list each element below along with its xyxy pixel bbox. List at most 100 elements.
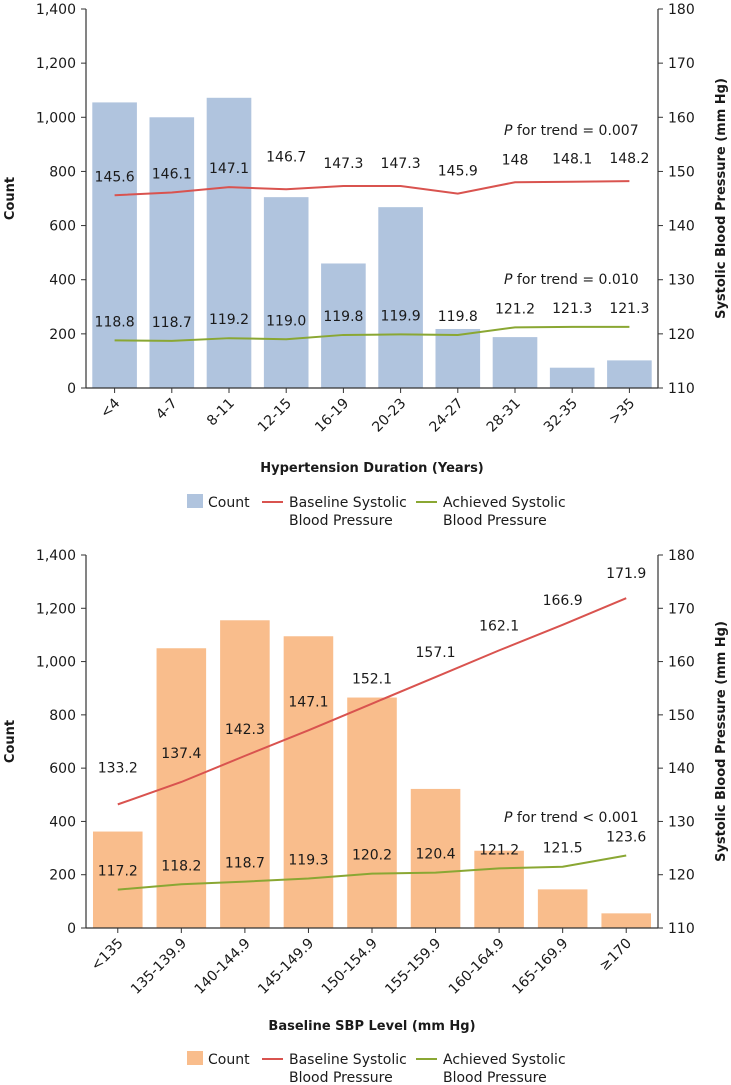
p-trend-text: for trend = 0.010 xyxy=(512,272,638,288)
count-bar xyxy=(378,207,423,388)
count-bar xyxy=(607,360,652,388)
legend-baseline-label: Baseline Systolic xyxy=(289,495,407,511)
baseline-data-label: 157.1 xyxy=(416,645,456,661)
baseline-data-label: 133.2 xyxy=(98,760,138,776)
achieved-data-label: 121.2 xyxy=(495,301,535,317)
baseline-data-label: 148.1 xyxy=(552,152,592,168)
baseline-data-label: 145.6 xyxy=(95,169,135,185)
baseline-data-label: 152.1 xyxy=(352,672,392,688)
y-tick-label-left: 800 xyxy=(49,164,76,180)
p-italic: P xyxy=(504,272,513,288)
x-tick-label: 12-15 xyxy=(255,396,295,436)
achieved-data-label: 118.8 xyxy=(95,314,135,330)
p-italic: P xyxy=(504,810,513,826)
legend-count-swatch xyxy=(187,1051,203,1065)
count-bar xyxy=(92,831,143,928)
p-italic: P xyxy=(504,123,513,139)
x-tick-label: 155-159.9 xyxy=(382,936,444,998)
baseline-data-label: 148.2 xyxy=(609,151,649,167)
x-tick-label: 8-11 xyxy=(204,396,238,430)
count-bar xyxy=(537,889,588,928)
y-tick-label-left: 200 xyxy=(49,327,76,343)
achieved-data-label: 121.5 xyxy=(543,841,583,857)
chart-hypertension-duration: 0 200 400 600 800 1,000 1,200 1,400 110 120 130 140… xyxy=(0,0,731,540)
y-tick-label-right: 180 xyxy=(668,548,695,564)
legend-achieved-label: Blood Pressure xyxy=(443,513,547,529)
y-tick-label-left: 400 xyxy=(49,814,76,830)
count-bar xyxy=(347,697,397,928)
y-axis-title-left: Count xyxy=(3,177,18,220)
legend-achieved-label: Achieved Systolic xyxy=(443,495,566,511)
legend: Count Baseline Systolic Blood Pressure Achi… xyxy=(187,494,566,529)
baseline-data-label: 147.3 xyxy=(381,156,421,172)
y-tick-label-right: 120 xyxy=(668,327,695,343)
achieved-data-label: 119.8 xyxy=(438,309,478,325)
y-tick-label-left: 1,000 xyxy=(36,110,76,126)
chart-2-svg: 0 200 400 600 800 1,000 1,200 1,400 110 120 130 140… xyxy=(3,548,729,1085)
baseline-series-line xyxy=(114,180,630,197)
achieved-data-label: 119.3 xyxy=(288,852,328,868)
y-tick-label-left: 800 xyxy=(49,708,76,724)
achieved-data-label: 121.2 xyxy=(479,842,519,858)
baseline-data-label: 146.7 xyxy=(266,149,306,165)
achieved-data-label: 123.6 xyxy=(606,830,646,846)
baseline-data-label: 162.1 xyxy=(479,618,519,634)
y-tick-label-right: 110 xyxy=(668,381,695,397)
count-bar xyxy=(474,850,524,928)
legend-count-label: Count xyxy=(208,1052,250,1068)
achieved-data-label: 118.7 xyxy=(152,315,192,331)
achieved-data-label: 119.9 xyxy=(381,308,421,324)
y-tick-label-right: 170 xyxy=(668,56,695,72)
achieved-data-label: 120.4 xyxy=(416,847,456,863)
baseline-data-label: 171.9 xyxy=(606,566,646,582)
p-trend-text: for trend = 0.007 xyxy=(512,123,638,139)
baseline-data-label: 137.4 xyxy=(161,746,201,762)
baseline-data-label: 147.1 xyxy=(209,161,249,177)
achieved-data-label: 121.3 xyxy=(609,301,649,317)
x-tick-label: >35 xyxy=(606,396,638,428)
count-bar xyxy=(263,197,309,388)
x-tick-label: 135-139.9 xyxy=(128,936,190,998)
y-tick-label-left: 0 xyxy=(67,381,76,397)
x-tick-label: 24-27 xyxy=(427,396,467,436)
x-tick-label: ≥170 xyxy=(597,936,636,975)
legend-baseline-label: Blood Pressure xyxy=(289,513,393,529)
chart-baseline-sbp-level: 0 200 400 600 800 1,000 1,200 1,400 110 120 130 140… xyxy=(0,540,731,1085)
achieved-data-label: 119.2 xyxy=(209,312,249,328)
y-tick-label-left: 200 xyxy=(49,868,76,884)
y-tick-label-right: 160 xyxy=(668,655,695,671)
count-bar xyxy=(601,913,652,928)
x-tick-label: 16-19 xyxy=(312,396,352,436)
y-tick-label-right: 150 xyxy=(668,708,695,724)
legend-achieved-label: Achieved Systolic xyxy=(443,1052,566,1068)
chart-1-svg: 0 200 400 600 800 1,000 1,200 1,400 110 120 130 140… xyxy=(3,2,729,529)
y-tick-label-left: 1,200 xyxy=(36,601,76,617)
achieved-data-label: 119.8 xyxy=(323,309,363,325)
count-bar xyxy=(321,263,366,388)
baseline-data-label: 147.1 xyxy=(288,694,328,710)
x-tick-label: 4-7 xyxy=(153,396,180,423)
baseline-data-label: 147.3 xyxy=(323,156,363,172)
achieved-data-label: 119.0 xyxy=(266,313,306,329)
y-axis-title-right: Systolic Blood Pressure (mm Hg) xyxy=(714,78,729,319)
y-tick-label-right: 170 xyxy=(668,601,695,617)
x-axis-title: Hypertension Duration (Years) xyxy=(260,461,484,476)
baseline-data-label: 166.9 xyxy=(543,593,583,609)
legend-baseline-label: Blood Pressure xyxy=(289,1070,393,1085)
x-tick-label: <4 xyxy=(98,395,124,421)
legend-count-swatch xyxy=(187,494,203,508)
y-tick-label-right: 160 xyxy=(668,110,695,126)
baseline-data-label: 146.1 xyxy=(152,167,192,183)
y-tick-label-right: 140 xyxy=(668,219,695,235)
baseline-data-label: 145.9 xyxy=(438,164,478,180)
y-axis-title-left: Count xyxy=(3,720,18,763)
p-trend-text: for trend < 0.001 xyxy=(512,810,638,826)
achieved-data-label: 121.3 xyxy=(552,301,592,317)
achieved-data-label: 117.2 xyxy=(98,864,138,880)
y-tick-label-right: 180 xyxy=(668,2,695,18)
y-tick-label-right: 130 xyxy=(668,273,695,289)
x-tick-label: 150-154.9 xyxy=(319,936,381,998)
count-bar xyxy=(435,328,481,388)
legend-achieved-label: Blood Pressure xyxy=(443,1070,547,1085)
achieved-series-line xyxy=(117,854,627,891)
